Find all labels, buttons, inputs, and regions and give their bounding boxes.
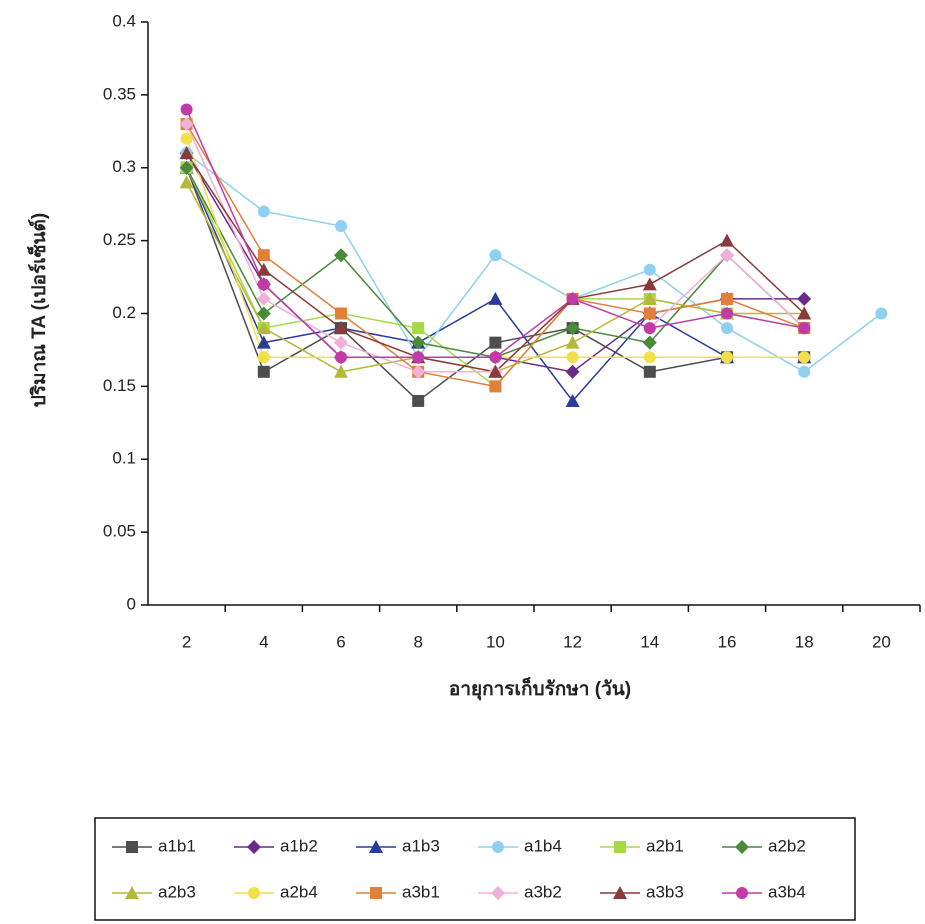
- y-tick-label: 0.25: [103, 230, 136, 249]
- legend-label: a2b3: [158, 882, 196, 901]
- series-line: [187, 168, 805, 357]
- marker: [644, 264, 656, 276]
- y-tick-label: 0: [127, 594, 136, 613]
- x-tick-label: 2: [182, 632, 191, 651]
- y-tick-label: 0.2: [112, 303, 136, 322]
- marker: [489, 337, 501, 349]
- legend-box: [95, 818, 855, 920]
- y-axis-title: ปริมาณ TA (เปอร์เซ็นต์): [26, 213, 50, 407]
- marker: [736, 887, 748, 899]
- marker: [644, 308, 656, 320]
- x-tick-label: 4: [259, 632, 268, 651]
- marker: [258, 249, 270, 261]
- marker: [258, 366, 270, 378]
- y-tick-label: 0.35: [103, 84, 136, 103]
- x-tick-label: 12: [563, 632, 582, 651]
- marker: [721, 293, 733, 305]
- y-tick-label: 0.05: [103, 522, 136, 541]
- marker: [566, 365, 580, 379]
- marker: [258, 205, 270, 217]
- marker: [335, 308, 347, 320]
- marker: [489, 249, 501, 261]
- marker: [489, 351, 501, 363]
- marker: [489, 380, 501, 392]
- marker: [488, 292, 502, 305]
- marker: [721, 308, 733, 320]
- marker: [614, 841, 626, 853]
- marker: [798, 351, 810, 363]
- x-tick-label: 18: [795, 632, 814, 651]
- chart: ปริมาณ TA (เปอร์เซ็นต์) อายุการเก็บรักษา…: [0, 0, 925, 924]
- marker: [735, 840, 749, 854]
- series-line: [187, 124, 805, 372]
- series-line: [187, 109, 805, 357]
- x-tick-label: 16: [718, 632, 737, 651]
- x-tick-label: 8: [413, 632, 422, 651]
- marker: [644, 322, 656, 334]
- marker: [181, 133, 193, 145]
- x-tick-label: 14: [640, 632, 659, 651]
- y-tick-label: 0.1: [112, 449, 136, 468]
- marker: [644, 351, 656, 363]
- y-tick-label: 0.15: [103, 376, 136, 395]
- marker: [126, 841, 138, 853]
- marker: [644, 366, 656, 378]
- marker: [412, 322, 424, 334]
- x-tick-label: 10: [486, 632, 505, 651]
- marker: [492, 841, 504, 853]
- legend-label: a2b2: [768, 836, 806, 855]
- legend-label: a3b1: [402, 882, 440, 901]
- legend-label: a3b4: [768, 882, 806, 901]
- marker: [491, 886, 505, 900]
- marker: [257, 263, 271, 276]
- marker: [412, 395, 424, 407]
- x-tick-label: 20: [872, 632, 891, 651]
- legend-label: a1b2: [280, 836, 318, 855]
- marker: [258, 351, 270, 363]
- marker: [566, 336, 580, 349]
- legend-label: a3b2: [524, 882, 562, 901]
- marker: [720, 234, 734, 247]
- legend-label: a2b4: [280, 882, 318, 901]
- marker: [567, 351, 579, 363]
- marker: [370, 887, 382, 899]
- marker: [797, 292, 811, 306]
- legend-label: a1b4: [524, 836, 562, 855]
- marker: [798, 366, 810, 378]
- series-line: [187, 153, 882, 372]
- marker: [181, 103, 193, 115]
- x-axis-title: อายุการเก็บรักษา (วัน): [449, 676, 631, 701]
- marker: [334, 336, 348, 350]
- marker: [875, 308, 887, 320]
- marker: [248, 887, 260, 899]
- marker: [643, 277, 657, 290]
- y-tick-label: 0.3: [112, 157, 136, 176]
- legend-label: a1b3: [402, 836, 440, 855]
- marker: [247, 840, 261, 854]
- legend-label: a3b3: [646, 882, 684, 901]
- legend-label: a1b1: [158, 836, 196, 855]
- x-tick-label: 6: [336, 632, 345, 651]
- marker: [798, 322, 810, 334]
- marker: [567, 293, 579, 305]
- marker: [335, 220, 347, 232]
- marker: [412, 351, 424, 363]
- marker: [721, 322, 733, 334]
- legend-label: a2b1: [646, 836, 684, 855]
- marker: [721, 351, 733, 363]
- page: {"chart_data": {"type": "line", "y_label…: [0, 0, 925, 924]
- marker: [258, 278, 270, 290]
- y-tick-label: 0.4: [112, 11, 136, 30]
- marker: [335, 351, 347, 363]
